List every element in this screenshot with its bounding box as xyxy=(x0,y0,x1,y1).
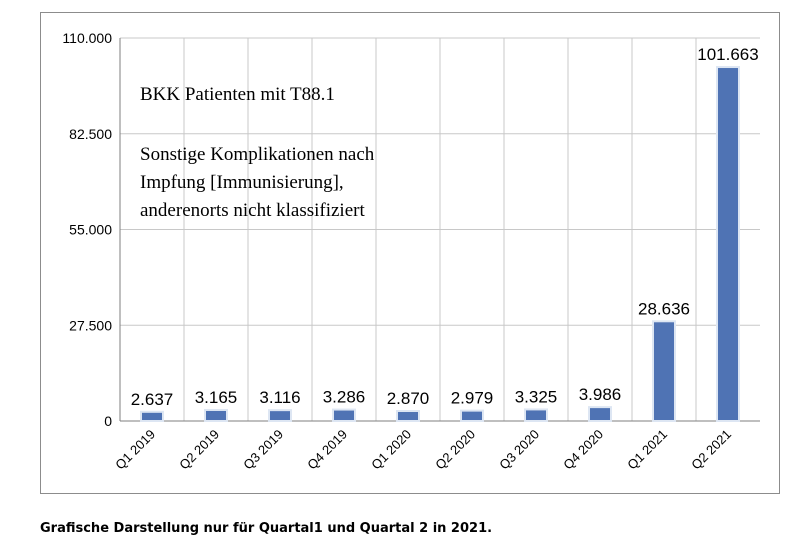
bar xyxy=(588,406,612,422)
bar xyxy=(396,410,420,422)
bar xyxy=(716,66,740,422)
bar xyxy=(652,320,676,422)
annotation-text: Impfung [Immunisierung], xyxy=(140,172,344,193)
value-label: 3.286 xyxy=(323,388,366,407)
x-tick-label: Q1 2021 xyxy=(624,427,670,473)
value-label: 2.979 xyxy=(451,389,494,408)
bar xyxy=(332,408,356,423)
annotation-text: Sonstige Komplikationen nach xyxy=(140,144,375,165)
x-tick-label: Q2 2021 xyxy=(688,427,734,473)
y-tick-label: 82.500 xyxy=(69,126,112,142)
value-label: 3.325 xyxy=(515,387,558,406)
x-tick-label: Q1 2020 xyxy=(368,427,414,473)
bar xyxy=(460,409,484,422)
y-tick-label: 110.000 xyxy=(62,30,112,46)
value-label: 3.116 xyxy=(259,388,300,407)
x-tick-label: Q3 2019 xyxy=(240,427,286,473)
bar xyxy=(204,408,228,422)
chart-caption: Grafische Darstellung nur für Quartal1 u… xyxy=(40,521,493,536)
bar xyxy=(524,408,548,422)
x-tick-label: Q3 2020 xyxy=(496,427,542,473)
value-label: 28.636 xyxy=(638,299,690,318)
x-tick-label: Q1 2019 xyxy=(112,427,158,473)
x-tick-label: Q2 2020 xyxy=(432,427,478,473)
y-tick-label: 55.000 xyxy=(69,222,112,238)
bar xyxy=(268,409,292,423)
value-label: 101.663 xyxy=(697,45,758,64)
y-tick-label: 27.500 xyxy=(69,317,112,333)
bar xyxy=(140,410,164,423)
x-tick-label: Q4 2019 xyxy=(304,427,350,473)
y-tick-label: 0 xyxy=(104,413,112,429)
annotation-text: BKK Patienten mit T88.1 xyxy=(140,84,335,105)
x-tick-label: Q2 2019 xyxy=(176,427,222,473)
value-label: 3.986 xyxy=(579,385,622,404)
value-label: 2.870 xyxy=(387,389,430,408)
value-label: 2.637 xyxy=(131,390,174,409)
x-tick-label: Q4 2020 xyxy=(560,427,606,473)
value-label: 3.165 xyxy=(195,388,238,407)
annotation-text: anderenorts nicht klassifiziert xyxy=(140,200,365,221)
